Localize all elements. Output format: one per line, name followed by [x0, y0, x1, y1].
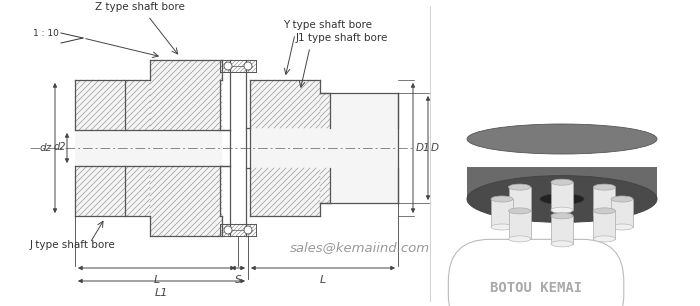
Ellipse shape	[551, 241, 573, 247]
Text: J type shaft bore: J type shaft bore	[30, 240, 116, 250]
Ellipse shape	[551, 213, 573, 219]
Ellipse shape	[594, 212, 615, 218]
Text: dz: dz	[40, 143, 52, 153]
Bar	[250, 80, 320, 216]
Circle shape	[244, 62, 252, 70]
Text: S: S	[234, 275, 241, 285]
Text: 1 : 10: 1 : 10	[33, 29, 59, 39]
FancyBboxPatch shape	[467, 167, 657, 199]
Ellipse shape	[509, 208, 531, 214]
Ellipse shape	[467, 176, 657, 222]
Bar	[320, 93, 398, 203]
Bar	[75, 80, 220, 216]
Ellipse shape	[509, 212, 531, 218]
Ellipse shape	[594, 236, 615, 242]
Ellipse shape	[491, 224, 513, 230]
Bar	[611, 199, 633, 227]
Ellipse shape	[611, 224, 633, 230]
Bar	[509, 211, 531, 239]
Text: Y type shaft bore: Y type shaft bore	[283, 20, 372, 30]
Bar	[594, 211, 615, 239]
Ellipse shape	[551, 207, 573, 213]
Bar	[491, 199, 513, 227]
Circle shape	[244, 226, 252, 234]
Text: d2: d2	[53, 142, 66, 152]
Circle shape	[224, 226, 232, 234]
Ellipse shape	[509, 236, 531, 242]
Text: L: L	[320, 275, 326, 285]
Bar	[150, 60, 222, 236]
Bar	[509, 187, 531, 215]
Ellipse shape	[594, 184, 615, 190]
Text: L: L	[153, 275, 160, 285]
Text: L1: L1	[155, 288, 168, 298]
Ellipse shape	[540, 194, 584, 204]
Bar	[594, 187, 615, 215]
Text: Z type shaft bore: Z type shaft bore	[95, 2, 185, 12]
Text: D: D	[431, 143, 439, 153]
Bar	[551, 216, 573, 244]
Text: sales@kemaiind.com: sales@kemaiind.com	[290, 241, 430, 255]
Text: D1: D1	[416, 143, 430, 153]
Circle shape	[224, 62, 232, 70]
Ellipse shape	[509, 184, 531, 190]
Text: BOTOU KEMAI: BOTOU KEMAI	[490, 281, 582, 295]
Text: J1 type shaft bore: J1 type shaft bore	[296, 33, 388, 43]
Ellipse shape	[467, 124, 657, 154]
Ellipse shape	[611, 196, 633, 202]
Ellipse shape	[491, 196, 513, 202]
Bar	[551, 182, 573, 210]
Ellipse shape	[594, 208, 615, 214]
Ellipse shape	[551, 179, 573, 185]
